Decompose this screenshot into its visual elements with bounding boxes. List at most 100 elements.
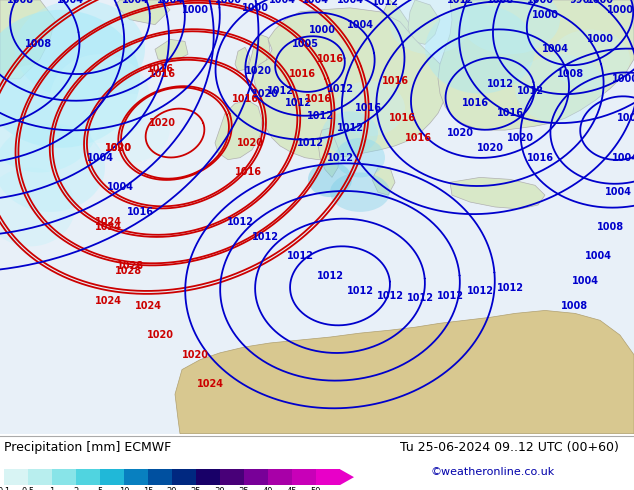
Bar (292, 469, 316, 485)
Text: 1004: 1004 (302, 0, 328, 5)
Bar (268, 469, 292, 485)
Text: 1000: 1000 (586, 0, 614, 5)
Bar (4, 469, 28, 485)
Text: 15: 15 (143, 487, 153, 490)
Text: 1004: 1004 (541, 44, 569, 54)
Polygon shape (155, 39, 188, 61)
Ellipse shape (425, 5, 535, 94)
Text: 30: 30 (215, 487, 225, 490)
Text: 1004: 1004 (86, 153, 113, 163)
Text: 1016: 1016 (389, 113, 415, 123)
Text: 1016: 1016 (231, 94, 259, 103)
Polygon shape (450, 177, 545, 209)
Text: 0.1: 0.1 (0, 487, 11, 490)
Bar (220, 469, 244, 485)
Text: 0.5: 0.5 (22, 487, 35, 490)
Polygon shape (0, 0, 55, 79)
Text: 20: 20 (167, 487, 178, 490)
Text: 1012: 1012 (486, 79, 514, 89)
Text: 1012: 1012 (316, 271, 344, 281)
Text: 1000: 1000 (531, 10, 559, 20)
Ellipse shape (0, 168, 75, 246)
Polygon shape (438, 0, 634, 130)
Text: 1020: 1020 (105, 143, 131, 153)
Text: 1016: 1016 (316, 54, 344, 64)
Bar (172, 469, 196, 485)
Text: 1028: 1028 (115, 266, 141, 276)
Text: 1004: 1004 (571, 276, 598, 286)
Text: 1012: 1012 (446, 0, 474, 5)
Ellipse shape (390, 0, 470, 54)
Text: 1000: 1000 (586, 34, 614, 45)
Ellipse shape (335, 81, 405, 136)
Text: 1016: 1016 (235, 168, 261, 177)
Text: 1008: 1008 (562, 300, 588, 311)
Text: 1000: 1000 (242, 3, 269, 13)
Text: 1020: 1020 (507, 133, 533, 143)
Text: 1008: 1008 (6, 0, 34, 5)
Text: 1012: 1012 (287, 251, 313, 261)
Text: 1004: 1004 (56, 0, 84, 5)
Ellipse shape (335, 138, 385, 177)
Polygon shape (372, 0, 415, 69)
Ellipse shape (15, 0, 145, 98)
Text: 25: 25 (191, 487, 201, 490)
Text: 1016: 1016 (354, 103, 382, 113)
Polygon shape (318, 128, 340, 177)
Text: 1012: 1012 (406, 293, 434, 303)
Polygon shape (372, 168, 395, 195)
Text: 1008: 1008 (25, 39, 51, 49)
Text: 1012: 1012 (306, 111, 333, 122)
Text: 1: 1 (49, 487, 55, 490)
Text: ©weatheronline.co.uk: ©weatheronline.co.uk (430, 467, 554, 477)
Text: 1024: 1024 (134, 300, 162, 311)
Text: 1024: 1024 (94, 221, 122, 232)
Text: 1000: 1000 (526, 0, 553, 5)
Text: 1012: 1012 (337, 123, 363, 133)
Text: Tu 25-06-2024 09..12 UTC (00+60): Tu 25-06-2024 09..12 UTC (00+60) (400, 441, 619, 454)
Text: 5: 5 (98, 487, 103, 490)
Text: 1008: 1008 (557, 69, 583, 79)
Text: 1012: 1012 (436, 291, 463, 301)
Text: 10: 10 (119, 487, 129, 490)
Text: 1012: 1012 (327, 84, 354, 94)
Text: 1004: 1004 (612, 153, 634, 163)
Ellipse shape (0, 123, 105, 212)
Bar (148, 469, 172, 485)
Text: 1016: 1016 (288, 69, 316, 79)
Text: 1012: 1012 (517, 86, 543, 96)
Text: 40: 40 (262, 487, 273, 490)
Text: 1028: 1028 (117, 261, 143, 271)
Text: 1024: 1024 (94, 295, 122, 306)
Text: 1016: 1016 (382, 76, 408, 86)
Polygon shape (215, 100, 262, 160)
Polygon shape (175, 311, 634, 434)
Text: 1020: 1020 (105, 143, 131, 153)
Text: 1012: 1012 (372, 0, 399, 7)
Text: 1000: 1000 (607, 5, 633, 15)
Text: 1016: 1016 (526, 153, 553, 163)
Polygon shape (235, 48, 250, 71)
Text: 1020: 1020 (245, 66, 271, 76)
Text: 1012: 1012 (297, 138, 323, 148)
Text: 1020: 1020 (446, 128, 474, 138)
Text: 1000: 1000 (214, 0, 242, 5)
Text: 1012: 1012 (327, 153, 354, 163)
Text: Precipitation [mm] ECMWF: Precipitation [mm] ECMWF (4, 441, 171, 454)
Polygon shape (340, 469, 354, 485)
Text: 1020: 1020 (236, 138, 264, 148)
Text: 1008: 1008 (486, 0, 514, 5)
Text: 1016: 1016 (146, 64, 174, 74)
Ellipse shape (460, 0, 560, 54)
Text: 50: 50 (311, 487, 321, 490)
Text: 1016: 1016 (496, 108, 524, 119)
Text: 1016: 1016 (148, 69, 176, 79)
Text: 1016: 1016 (127, 207, 153, 217)
Bar (100, 469, 124, 485)
Text: 1004: 1004 (616, 113, 634, 123)
Polygon shape (248, 34, 270, 74)
Text: 1004: 1004 (157, 0, 183, 5)
Text: 1004: 1004 (585, 251, 612, 261)
Polygon shape (115, 0, 170, 24)
Text: 1000: 1000 (181, 5, 209, 15)
